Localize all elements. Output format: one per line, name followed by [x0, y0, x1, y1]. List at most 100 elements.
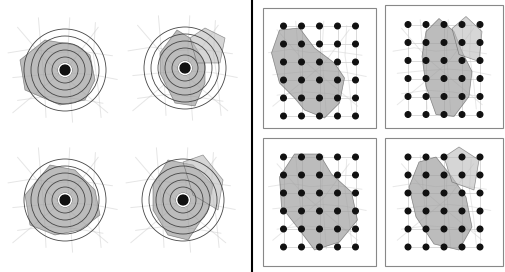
Circle shape: [423, 154, 429, 160]
Circle shape: [459, 154, 465, 160]
Circle shape: [298, 41, 305, 47]
Circle shape: [405, 154, 411, 160]
Circle shape: [405, 244, 411, 250]
Circle shape: [352, 244, 359, 250]
Circle shape: [459, 112, 465, 117]
Circle shape: [405, 76, 411, 81]
Circle shape: [298, 244, 305, 250]
Circle shape: [335, 23, 340, 29]
Circle shape: [352, 41, 359, 47]
Circle shape: [423, 244, 429, 250]
Circle shape: [335, 172, 340, 178]
Circle shape: [477, 154, 483, 160]
Circle shape: [317, 59, 322, 65]
Circle shape: [459, 226, 465, 232]
Circle shape: [459, 58, 465, 63]
Circle shape: [405, 112, 411, 117]
Circle shape: [441, 226, 447, 232]
Circle shape: [335, 190, 340, 196]
Bar: [263, 8, 376, 128]
Circle shape: [180, 63, 190, 73]
Circle shape: [352, 113, 359, 119]
Circle shape: [352, 95, 359, 101]
Circle shape: [459, 40, 465, 45]
Circle shape: [459, 208, 465, 214]
Polygon shape: [452, 17, 482, 61]
Circle shape: [441, 94, 447, 99]
Circle shape: [477, 22, 483, 27]
Circle shape: [317, 226, 322, 232]
Circle shape: [441, 112, 447, 117]
Polygon shape: [190, 28, 225, 63]
Polygon shape: [20, 40, 95, 105]
Circle shape: [405, 94, 411, 99]
Circle shape: [352, 190, 359, 196]
Circle shape: [281, 95, 286, 101]
Circle shape: [281, 23, 286, 29]
Circle shape: [281, 59, 286, 65]
Circle shape: [298, 59, 305, 65]
Circle shape: [317, 113, 322, 119]
Circle shape: [352, 77, 359, 83]
Polygon shape: [25, 165, 100, 235]
Circle shape: [281, 154, 286, 160]
Circle shape: [281, 244, 286, 250]
Circle shape: [335, 41, 340, 47]
Circle shape: [477, 94, 483, 99]
Circle shape: [281, 77, 286, 83]
Circle shape: [423, 40, 429, 45]
Bar: [385, 138, 503, 266]
Circle shape: [423, 76, 429, 81]
Circle shape: [441, 172, 447, 178]
Circle shape: [317, 23, 322, 29]
Circle shape: [423, 58, 429, 63]
Circle shape: [477, 226, 483, 232]
Circle shape: [441, 154, 447, 160]
Circle shape: [298, 23, 305, 29]
Polygon shape: [272, 28, 344, 118]
Circle shape: [317, 190, 322, 196]
Circle shape: [298, 77, 305, 83]
Circle shape: [477, 172, 483, 178]
Circle shape: [405, 172, 411, 178]
Circle shape: [459, 22, 465, 27]
Circle shape: [317, 172, 322, 178]
Circle shape: [335, 95, 340, 101]
Circle shape: [423, 94, 429, 99]
Circle shape: [60, 195, 70, 205]
Circle shape: [477, 112, 483, 117]
Circle shape: [335, 208, 340, 214]
Circle shape: [441, 208, 447, 214]
Circle shape: [281, 208, 286, 214]
Circle shape: [298, 113, 305, 119]
Circle shape: [459, 172, 465, 178]
Circle shape: [477, 40, 483, 45]
Circle shape: [352, 154, 359, 160]
Circle shape: [178, 195, 188, 205]
Circle shape: [477, 244, 483, 250]
Circle shape: [317, 77, 322, 83]
Bar: [263, 138, 376, 266]
Circle shape: [298, 95, 305, 101]
Circle shape: [352, 172, 359, 178]
Bar: [385, 5, 503, 128]
Circle shape: [423, 190, 429, 196]
Polygon shape: [160, 30, 205, 106]
Circle shape: [335, 77, 340, 83]
Circle shape: [405, 22, 411, 27]
Circle shape: [335, 244, 340, 250]
Circle shape: [281, 226, 286, 232]
Circle shape: [352, 23, 359, 29]
Circle shape: [459, 94, 465, 99]
Circle shape: [405, 58, 411, 63]
Circle shape: [405, 226, 411, 232]
Circle shape: [477, 58, 483, 63]
Circle shape: [335, 113, 340, 119]
Circle shape: [405, 190, 411, 196]
Circle shape: [352, 59, 359, 65]
Circle shape: [298, 208, 305, 214]
Circle shape: [441, 76, 447, 81]
Circle shape: [335, 154, 340, 160]
Circle shape: [281, 41, 286, 47]
Circle shape: [459, 244, 465, 250]
